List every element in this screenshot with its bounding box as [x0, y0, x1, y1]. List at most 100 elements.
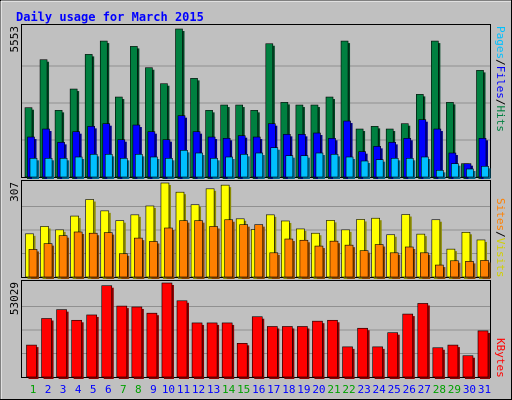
bottom-max-label: 53029 — [8, 282, 21, 315]
x-label-day-24: 24 — [373, 383, 387, 396]
sites-bar-27 — [419, 252, 429, 278]
kbytes-bar-22 — [342, 346, 353, 378]
kbytes-bar-21 — [327, 319, 338, 378]
pages-bar-10 — [165, 158, 173, 178]
sites-bar-8 — [134, 237, 143, 278]
kbytes-bar-1 — [26, 344, 37, 378]
pages-bar-24 — [375, 159, 384, 178]
pages-bar-27 — [420, 156, 429, 178]
kbytes-bar-24 — [372, 346, 383, 378]
sites-bar-11 — [179, 220, 188, 278]
sites-bar-30 — [465, 261, 474, 278]
sites-bar-3 — [58, 235, 68, 278]
pages-bar-25 — [390, 158, 399, 178]
sites-bar-20 — [314, 245, 324, 278]
kbytes-bar-6 — [101, 285, 113, 378]
x-label-day-2: 2 — [45, 383, 52, 396]
x-label-day-12: 12 — [192, 383, 205, 396]
sites-bar-9 — [149, 241, 158, 278]
x-label-day-31: 31 — [478, 383, 491, 396]
x-label-day-27: 27 — [418, 383, 431, 396]
pages-bar-20 — [315, 152, 324, 178]
pages-bar-14 — [225, 156, 233, 178]
kbytes-bar-3 — [56, 309, 67, 378]
kbytes-bar-11 — [176, 300, 188, 378]
legend-sep2: / — [494, 99, 507, 106]
x-label-day-14: 14 — [222, 383, 236, 396]
x-label-day-4: 4 — [75, 383, 82, 396]
pages-bar-11 — [180, 150, 188, 178]
middle-legend: Sites/Visits — [494, 198, 507, 278]
middle-max-label: 307 — [8, 182, 21, 202]
x-label-day-17: 17 — [267, 383, 280, 396]
x-label-day-13: 13 — [207, 383, 220, 396]
x-label-day-18: 18 — [282, 383, 295, 396]
x-label-day-10: 10 — [162, 383, 175, 396]
sites-bar-25 — [389, 252, 399, 278]
sites-bar-22 — [344, 244, 354, 278]
x-label-day-5: 5 — [90, 383, 97, 396]
sites-bar-6 — [103, 232, 113, 278]
kbytes-bar-29 — [447, 344, 459, 378]
pages-bar-1 — [29, 158, 38, 178]
kbytes-bar-2 — [41, 318, 52, 378]
top-legend: Pages/Files/Hits — [494, 26, 507, 132]
chart-title: Daily usage for March 2015 — [16, 10, 204, 24]
sites-bar-29 — [450, 260, 459, 278]
kbytes-bar-27 — [417, 303, 429, 378]
sites-bar-19 — [299, 239, 309, 278]
kbytes-bar-23 — [357, 327, 368, 378]
kbytes-bar-26 — [402, 313, 414, 378]
kbytes-bar-9 — [146, 312, 158, 378]
legend-visits: Visits — [494, 238, 507, 278]
sites-bar-14 — [224, 219, 233, 278]
pages-bar-17 — [270, 147, 279, 178]
legend-sites: Sites — [494, 198, 507, 231]
legend-sep1: / — [494, 59, 507, 66]
x-label-day-29: 29 — [448, 383, 461, 396]
sites-bar-7 — [119, 253, 128, 278]
x-label-day-23: 23 — [357, 383, 370, 396]
pages-bar-5 — [89, 154, 98, 178]
sites-bar-26 — [404, 246, 414, 278]
sites-bar-1 — [28, 249, 38, 278]
x-label-day-28: 28 — [433, 383, 446, 396]
sites-bar-15 — [239, 224, 248, 278]
x-label-day-20: 20 — [312, 383, 325, 396]
sites-bar-13 — [209, 226, 218, 278]
sites-bar-12 — [194, 220, 203, 278]
x-label-day-3: 3 — [60, 383, 67, 396]
kbytes-bar-4 — [71, 319, 82, 378]
x-label-day-16: 16 — [252, 383, 265, 396]
sites-bar-23 — [359, 250, 369, 278]
x-label-day-30: 30 — [463, 383, 476, 396]
pages-bar-18 — [285, 155, 294, 178]
sites-bar-2 — [43, 243, 53, 278]
kbytes-bar-7 — [116, 305, 128, 378]
pages-bar-6 — [104, 154, 113, 178]
x-label-day-6: 6 — [105, 383, 112, 396]
x-label-day-1: 1 — [30, 383, 37, 396]
pages-bar-4 — [74, 156, 83, 178]
x-label-day-26: 26 — [403, 383, 416, 396]
kbytes-bar-17 — [266, 326, 278, 378]
kbytes-bar-31 — [477, 330, 489, 378]
pages-bar-8 — [135, 154, 143, 178]
sites-bar-31 — [480, 260, 489, 278]
sites-bar-18 — [284, 238, 294, 278]
kbytes-bar-19 — [297, 326, 308, 378]
legend-sep: / — [494, 231, 507, 238]
pages-bar-28 — [436, 170, 444, 178]
sites-bar-21 — [329, 240, 339, 278]
pages-bar-2 — [44, 158, 53, 178]
kbytes-bar-20 — [312, 320, 323, 378]
x-label-day-25: 25 — [388, 383, 401, 396]
pages-bar-12 — [195, 152, 203, 178]
pages-bar-29 — [451, 163, 459, 178]
x-label-day-11: 11 — [177, 383, 190, 396]
x-label-day-15: 15 — [237, 383, 250, 396]
pages-bar-22 — [345, 156, 354, 178]
sites-bar-4 — [73, 231, 83, 278]
pages-bar-31 — [481, 166, 489, 178]
